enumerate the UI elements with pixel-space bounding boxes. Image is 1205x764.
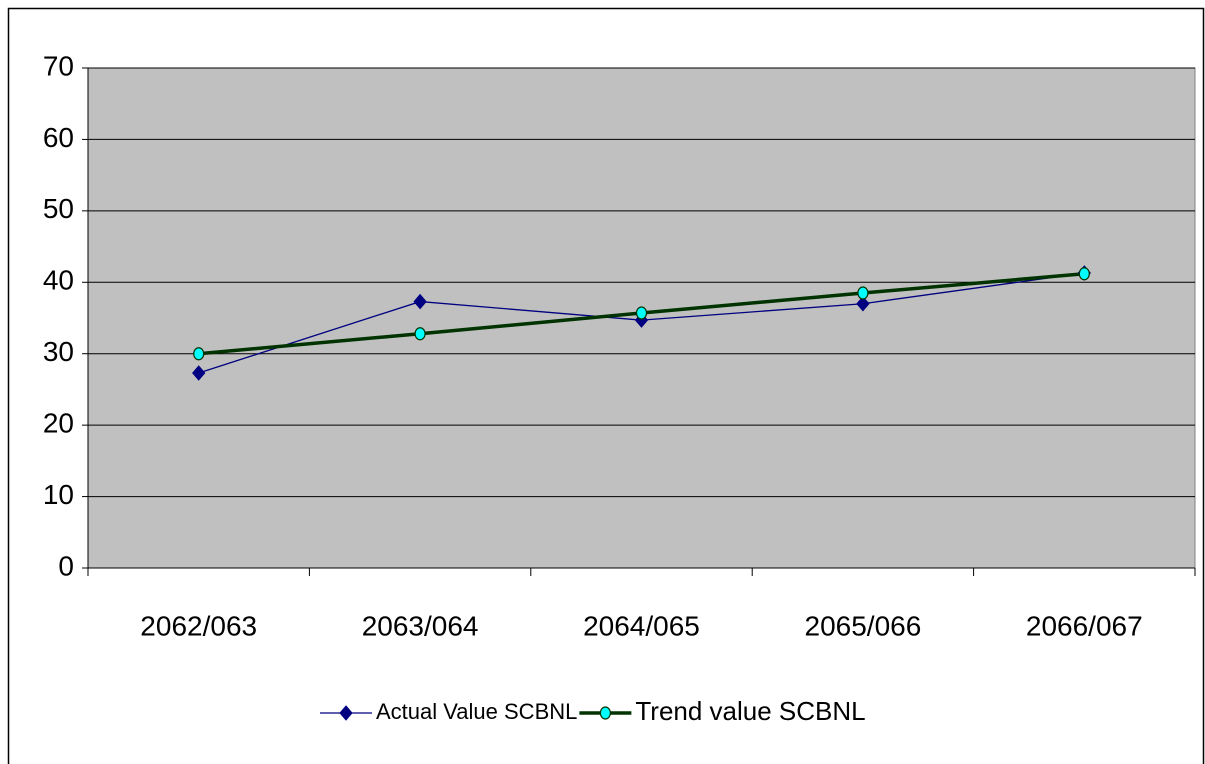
y-tick-label: 30 bbox=[43, 336, 74, 367]
y-tick-label: 0 bbox=[58, 550, 74, 581]
y-tick-label: 50 bbox=[43, 193, 74, 224]
data-point bbox=[193, 347, 205, 361]
y-tick-label: 60 bbox=[43, 122, 74, 153]
data-point bbox=[413, 293, 427, 310]
data-point bbox=[856, 295, 870, 312]
x-tick-label: 2065/066 bbox=[805, 610, 922, 641]
legend-marker bbox=[599, 706, 611, 720]
y-tick-label: 10 bbox=[43, 479, 74, 510]
data-point bbox=[414, 327, 426, 341]
data-point bbox=[1078, 267, 1090, 281]
x-tick-label: 2066/067 bbox=[1026, 610, 1143, 641]
y-tick-label: 20 bbox=[43, 408, 74, 439]
x-tick-label: 2064/065 bbox=[583, 610, 700, 641]
data-point bbox=[635, 306, 648, 320]
data-point bbox=[857, 286, 869, 300]
legend-label: Actual Value SCBNL bbox=[376, 699, 577, 724]
legend-marker bbox=[339, 705, 353, 721]
x-tick-label: 2063/064 bbox=[362, 610, 479, 641]
x-tick-label: 2062/063 bbox=[140, 610, 257, 641]
data-point bbox=[192, 365, 206, 381]
y-tick-label: 40 bbox=[43, 265, 74, 296]
y-tick-label: 70 bbox=[43, 50, 74, 81]
legend-label: Trend value SCBNL bbox=[635, 696, 865, 726]
